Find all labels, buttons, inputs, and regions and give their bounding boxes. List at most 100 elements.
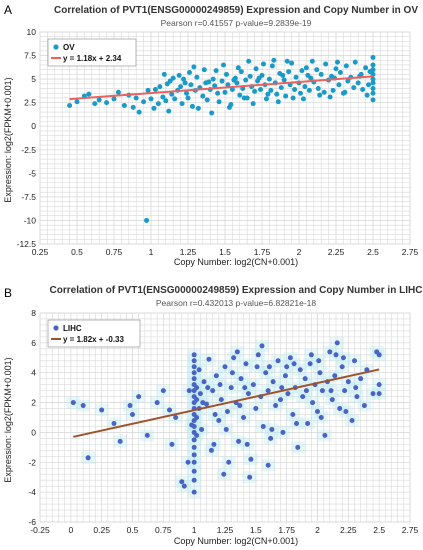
- chart-a-y-tick-label: 0: [31, 121, 36, 131]
- chart-a-data-point: [250, 101, 256, 107]
- chart-a-data-point: [212, 83, 218, 89]
- chart-b-data-point: [287, 355, 293, 361]
- chart-b-data-point: [305, 420, 311, 426]
- chart-b-data-point: [285, 391, 291, 397]
- chart-b-x-tick-label: -0.25: [30, 525, 50, 535]
- chart-b-data-point: [345, 379, 351, 385]
- chart-b-data-point: [370, 391, 376, 397]
- chart-b-data-point: [117, 438, 123, 444]
- chart-b-data-point: [218, 397, 224, 403]
- chart-a-data-point: [209, 110, 215, 116]
- chart-b-data-point: [208, 447, 214, 453]
- chart-b-data-point: [352, 358, 357, 364]
- chart-a-data-point: [235, 65, 241, 71]
- chart-b-data-point: [194, 397, 200, 403]
- chart-a-data-point: [157, 84, 163, 90]
- chart-b-data-point: [340, 355, 346, 361]
- chart-a-data-point: [317, 92, 323, 98]
- chart-a-data-point: [111, 96, 117, 102]
- chart-b-data-point: [213, 373, 219, 379]
- chart-b-data-point: [200, 400, 206, 406]
- chart-a-xlabel: Copy Number: log2(CN+0.001): [174, 257, 298, 267]
- chart-b-data-point: [185, 459, 191, 465]
- chart-a-data-point: [280, 72, 286, 78]
- chart-a-y-tick-label: -12.5: [17, 239, 37, 249]
- chart-a-data-point: [191, 64, 197, 70]
- chart-a-data-point: [265, 91, 271, 97]
- chart-a-data-point: [74, 99, 80, 105]
- chart-a-data-point: [260, 61, 266, 67]
- chart-a-data-point: [252, 88, 258, 94]
- chart-a-data-point: [216, 99, 222, 105]
- chart-b-data-point: [173, 415, 179, 420]
- chart-b-data-point: [194, 432, 200, 438]
- chart-a-data-point: [370, 62, 376, 68]
- chart-b-data-point: [194, 385, 200, 391]
- chart-b-data-point: [279, 385, 285, 391]
- chart-b-x-tick-label: 1.25: [217, 525, 234, 535]
- chart-a-data-point: [278, 85, 284, 91]
- chart-a-x-tick-label: 1: [149, 247, 154, 257]
- chart-a-legend: [47, 38, 137, 67]
- chart-b-data-point: [253, 406, 259, 412]
- chart-b-data-point: [265, 388, 271, 394]
- chart-b-xlabel: Copy Number: log2(CN+0.001): [174, 536, 298, 546]
- chart-b-data-point: [216, 417, 222, 423]
- chart-b-data-point: [284, 364, 290, 370]
- chart-b-data-point: [241, 415, 246, 420]
- chart-a-data-point: [166, 108, 172, 114]
- chart-b-data-point: [85, 455, 91, 461]
- chart-b-data-point: [297, 367, 303, 373]
- chart-b-data-point: [280, 429, 286, 435]
- chart-b-x-tick-label: 1: [192, 525, 197, 535]
- chart-b-data-point: [255, 352, 261, 358]
- chart-a-data-point: [253, 66, 259, 72]
- chart-a-data-point: [302, 84, 308, 90]
- chart-a-x-tick-label: 2.75: [402, 247, 419, 257]
- chart-b-data-point: [154, 400, 160, 406]
- chart-a-data-point: [370, 80, 376, 86]
- chart-a-legend-series: OV: [63, 43, 75, 52]
- chart-b-data-point: [307, 361, 313, 367]
- chart-b-data-point: [194, 415, 200, 420]
- chart-b-data-point: [197, 391, 203, 397]
- chart-b-data-point: [191, 352, 197, 358]
- chart-b-data-point: [265, 462, 271, 468]
- chart-a-data-point: [160, 94, 166, 100]
- chart-b-data-point: [303, 388, 309, 394]
- chart-b-data-point: [99, 407, 105, 413]
- chart-a-data-point: [314, 67, 320, 73]
- chart-b-data-point: [234, 349, 240, 355]
- chart-a-data-point: [184, 90, 190, 96]
- chart-b-data-point: [70, 400, 76, 406]
- chart-a-data-point: [243, 77, 249, 83]
- chart-a-data-point: [330, 87, 336, 93]
- chart-a-data-point: [269, 63, 275, 69]
- chart-b-data-point: [181, 483, 187, 489]
- chart-a-data-point: [351, 85, 357, 91]
- chart-a-data-point: [155, 101, 161, 107]
- chart-a-data-point: [333, 66, 339, 72]
- chart-a-subtitle: Pearson r=0.41557 p-value=9.2839e-19: [161, 18, 312, 28]
- chart-b-data-point: [191, 444, 197, 450]
- chart-a-data-point: [182, 80, 188, 86]
- chart-b-data-point: [315, 409, 320, 415]
- chart-b-data-point: [245, 391, 251, 397]
- chart-a-data-point: [215, 90, 221, 96]
- chart-a-data-point: [336, 82, 342, 88]
- chart-a-data-point: [115, 89, 121, 95]
- chart-a-data-point: [121, 102, 127, 108]
- chart-a-data-point: [370, 67, 376, 73]
- chart-b-data-point: [191, 459, 197, 465]
- chart-b-data-point: [244, 441, 250, 447]
- chart-b-x-tick-label: 0.5: [127, 525, 139, 535]
- chart-b-legend: [47, 319, 141, 348]
- chart-b-legend-fit: y = 1.82x + -0.33: [63, 335, 124, 344]
- chart-b-data-point: [130, 412, 135, 418]
- chart-b-data-point: [236, 438, 242, 444]
- chart-b-data-point: [191, 489, 197, 495]
- chart-b-data-point: [191, 370, 197, 376]
- chart-a-data-point: [145, 87, 151, 93]
- chart-a-data-point: [178, 84, 184, 90]
- chart-a-data-point: [229, 86, 235, 92]
